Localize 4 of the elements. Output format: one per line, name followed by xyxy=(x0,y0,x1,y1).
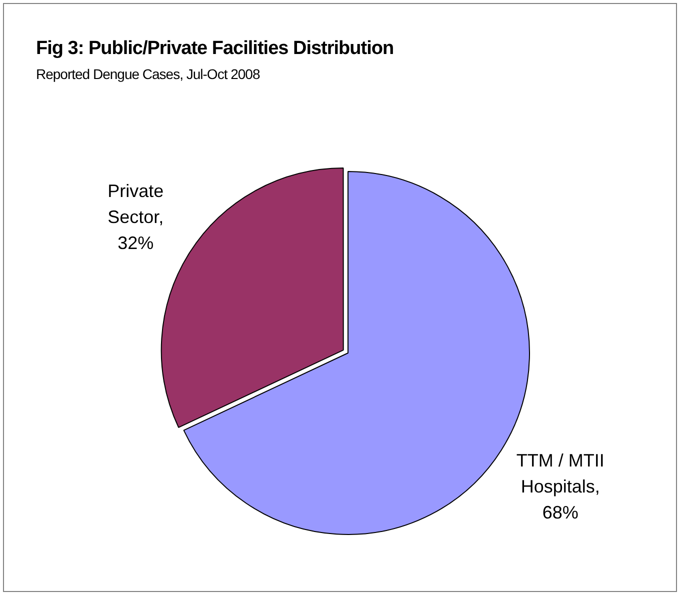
slice-label: Private Sector, 32% xyxy=(108,181,164,254)
slice-label: TTM / MTII Hospitals, 68% xyxy=(516,450,604,523)
chart-title: Fig 3: Public/Private Facilities Distribution xyxy=(36,38,394,60)
chart-subtitle: Reported Dengue Cases, Jul-Oct 2008 xyxy=(36,66,260,82)
